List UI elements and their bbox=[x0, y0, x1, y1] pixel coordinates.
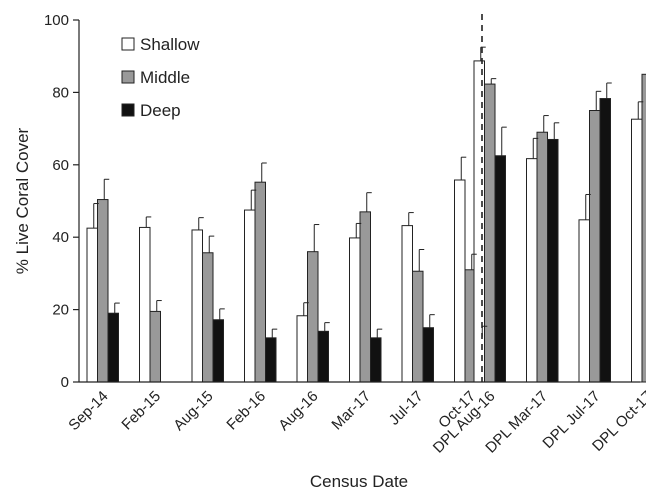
y-tick-label: 20 bbox=[52, 302, 69, 319]
bar-middle bbox=[359, 211, 371, 383]
y-axis-ticks: 0 20 40 60 80 100 bbox=[44, 12, 79, 391]
legend-swatch-deep bbox=[121, 103, 135, 117]
bar-middle bbox=[589, 110, 601, 383]
x-tick-label: Mar-17 bbox=[328, 388, 374, 434]
bar-middle bbox=[254, 181, 266, 383]
y-tick-label: 80 bbox=[52, 84, 69, 101]
x-tick-label: Feb-16 bbox=[223, 388, 269, 434]
bar-shallow bbox=[401, 225, 413, 383]
legend-label-deep: Deep bbox=[140, 101, 181, 120]
x-tick-label: Jul-17 bbox=[386, 388, 427, 429]
bar-shallow bbox=[191, 229, 203, 383]
y-tick-label: 40 bbox=[52, 229, 69, 246]
bar-middle bbox=[97, 199, 109, 383]
bar-shallow bbox=[139, 226, 151, 383]
legend: Shallow Middle Deep bbox=[121, 35, 200, 120]
x-tick-label: Aug-16 bbox=[275, 388, 321, 434]
y-tick-label: 100 bbox=[44, 12, 69, 29]
bar-deep bbox=[422, 327, 434, 383]
x-tick-label: Sep-14 bbox=[65, 388, 111, 434]
x-axis-title: Census Date bbox=[310, 472, 408, 491]
x-tick-label: Aug-15 bbox=[170, 388, 216, 434]
bar-deep bbox=[494, 155, 506, 383]
x-tick-label: Feb-15 bbox=[118, 388, 164, 434]
bar-shallow bbox=[349, 237, 361, 383]
bar-shallow bbox=[86, 227, 98, 383]
bar-middle bbox=[307, 251, 319, 383]
legend-label-shallow: Shallow bbox=[140, 35, 200, 54]
bar-deep bbox=[547, 138, 559, 383]
y-tick-label: 0 bbox=[61, 374, 69, 391]
bar-deep bbox=[212, 319, 224, 383]
bars-group bbox=[86, 60, 646, 383]
bar-shallow bbox=[296, 315, 308, 383]
x-axis-tick-labels: Sep-14 Feb-15 Aug-15 Feb-16 Aug-16 Mar-17 Jul-… bbox=[65, 388, 646, 457]
legend-swatch-middle bbox=[121, 70, 135, 84]
bar-middle bbox=[484, 83, 496, 383]
legend-label-middle: Middle bbox=[140, 68, 190, 87]
bar-shallow bbox=[578, 219, 590, 383]
legend-swatch-shallow bbox=[121, 37, 135, 51]
bar-middle bbox=[641, 73, 646, 383]
bar-shallow bbox=[473, 60, 485, 383]
bar-middle bbox=[412, 270, 424, 383]
bar-shallow bbox=[631, 118, 643, 383]
bar-shallow bbox=[244, 209, 256, 383]
y-axis-title: % Live Coral Cover bbox=[13, 127, 32, 274]
bar-shallow bbox=[526, 158, 538, 383]
bar-deep bbox=[107, 312, 119, 383]
bar-deep bbox=[599, 98, 611, 383]
bar-deep bbox=[370, 337, 382, 383]
error-bars-group bbox=[93, 46, 644, 338]
bar-deep bbox=[265, 337, 277, 383]
y-tick-label: 60 bbox=[52, 157, 69, 174]
bar-middle bbox=[149, 310, 161, 383]
bar-deep bbox=[317, 330, 329, 383]
bar-middle bbox=[202, 252, 214, 383]
bar-middle bbox=[536, 131, 548, 383]
bar-shallow bbox=[454, 179, 466, 383]
